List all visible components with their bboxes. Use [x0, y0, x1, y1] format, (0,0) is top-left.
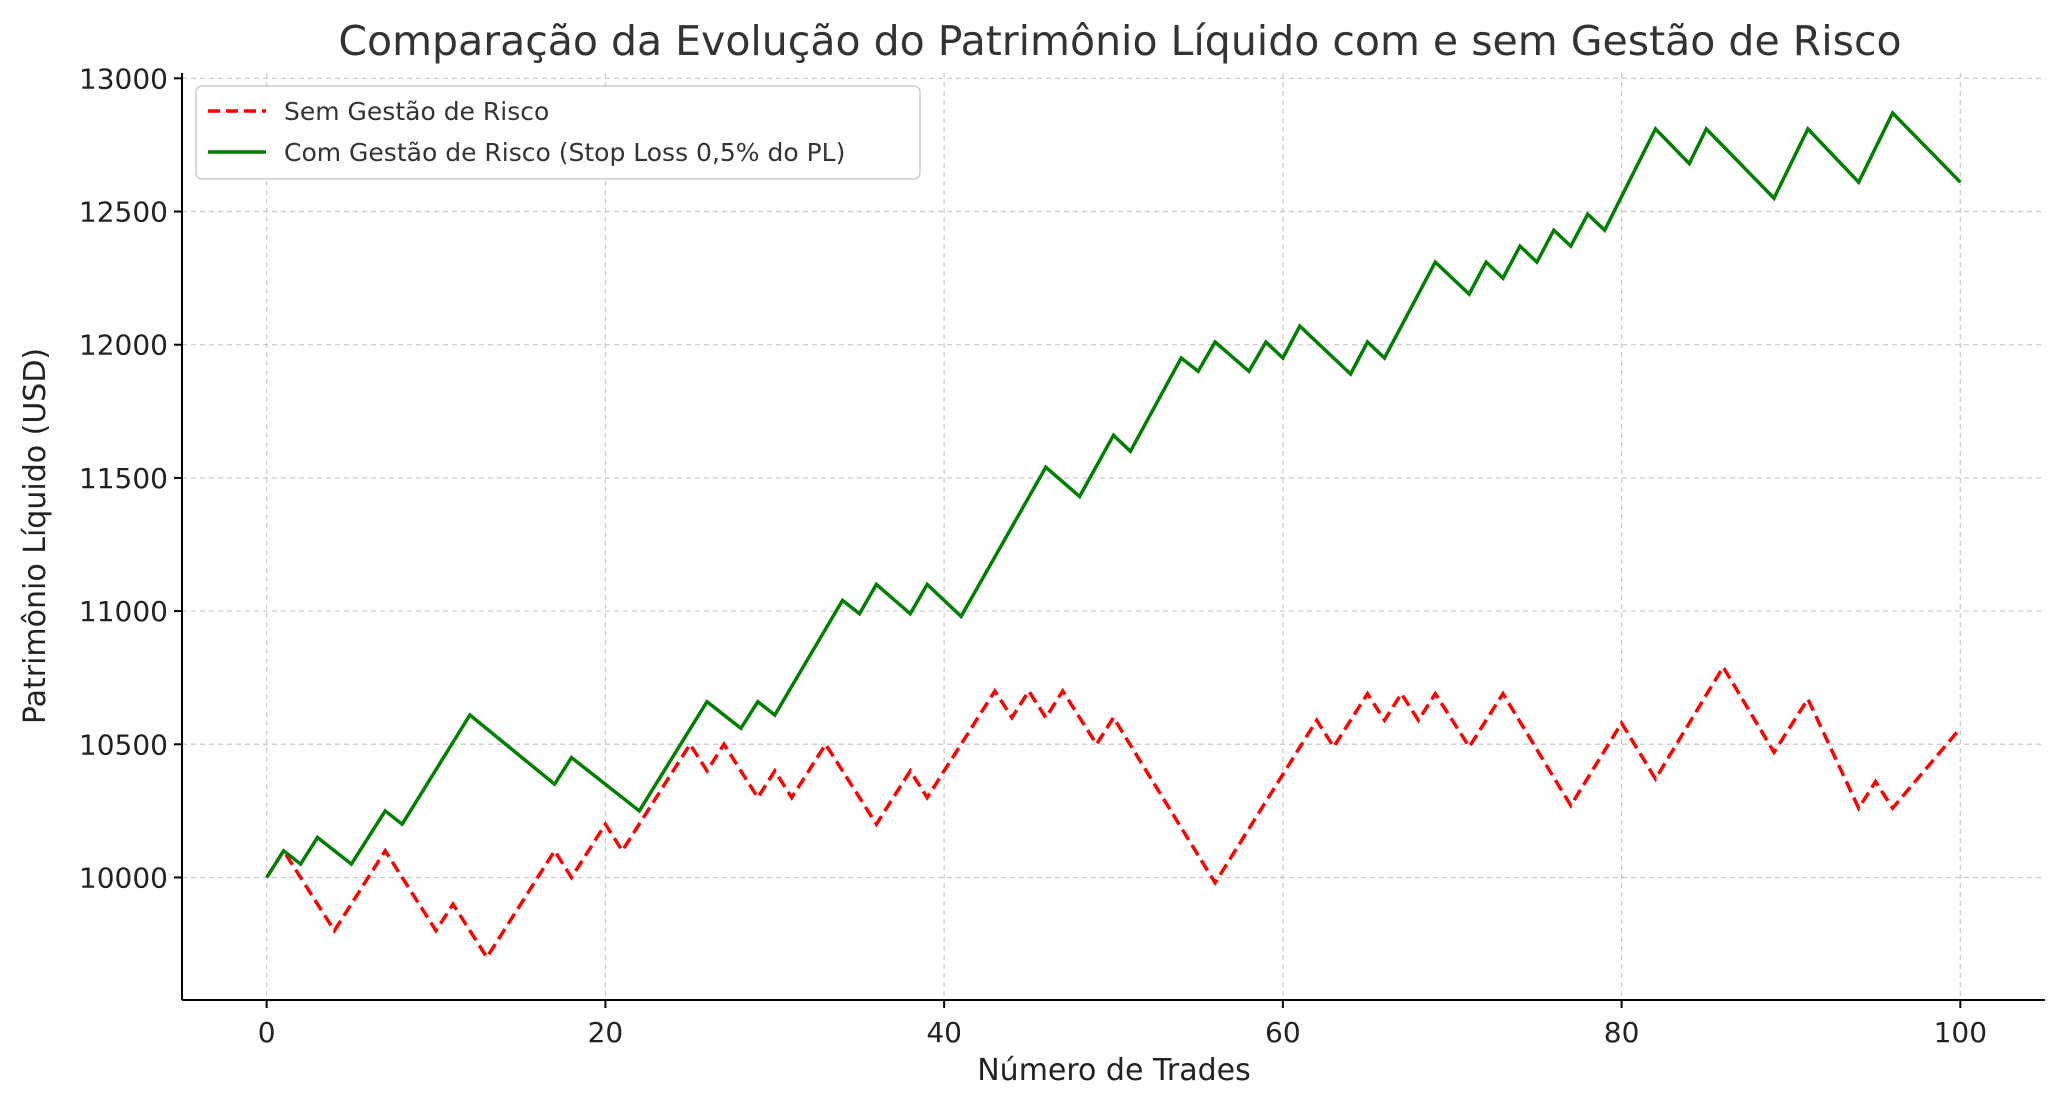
legend-label-com-gestao: Com Gestão de Risco (Stop Loss 0,5% do P…	[284, 138, 845, 167]
y-tick-label: 10500	[79, 728, 168, 761]
legend: Sem Gestão de Risco Com Gestão de Risco …	[195, 85, 921, 180]
series-layer	[265, 110, 1962, 961]
y-axis-title: Patrimônio Líquido (USD)	[18, 348, 53, 724]
series-line-sem-gestao	[265, 663, 1962, 961]
x-tick-layer: 0 20 40 60 80 100	[258, 1000, 1987, 1049]
y-tick-label: 12500	[79, 196, 168, 229]
series-line-com-gestao	[265, 110, 1962, 879]
x-tick-label: 100	[1934, 1016, 1987, 1049]
x-tick-label: 20	[588, 1016, 624, 1049]
y-tick-label: 12000	[79, 329, 168, 362]
x-tick-label: 0	[258, 1016, 276, 1049]
chart-title: Comparação da Evolução do Patrimônio Líq…	[338, 17, 1901, 65]
legend-label-sem-gestao: Sem Gestão de Risco	[284, 97, 549, 126]
grid-layer	[182, 73, 2045, 1000]
x-axis-title: Número de Trades	[977, 1053, 1251, 1088]
y-tick-label: 11500	[79, 462, 168, 495]
x-tick-label: 60	[1265, 1016, 1301, 1049]
y-tick-label: 11000	[79, 595, 168, 628]
legend-box	[195, 85, 921, 180]
y-tick-label: 13000	[79, 62, 168, 95]
y-tick-layer: 10000 10500 11000 11500 12000 12500 13000	[79, 62, 182, 894]
y-tick-label: 10000	[79, 861, 168, 894]
x-tick-label: 80	[1604, 1016, 1640, 1049]
x-tick-label: 40	[926, 1016, 962, 1049]
